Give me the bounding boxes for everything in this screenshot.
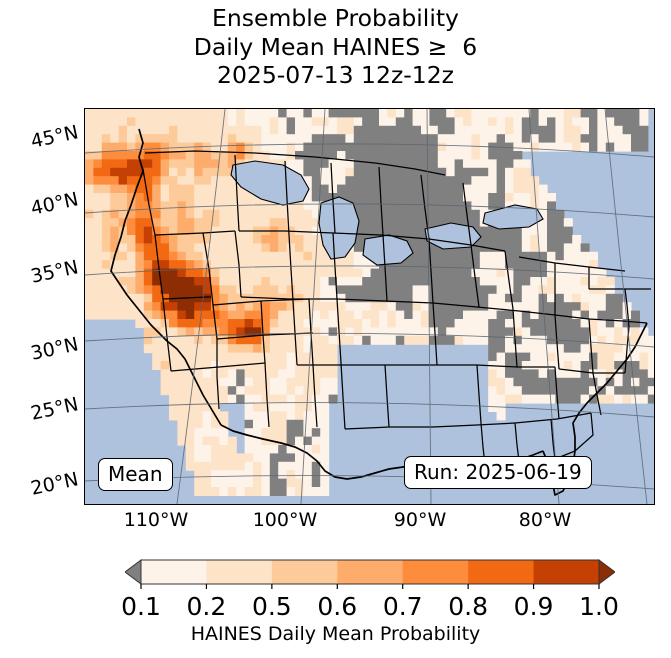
lon-tick-label: 80°W — [518, 509, 572, 531]
page-title: Ensemble Probability Daily Mean HAINES ≥… — [0, 4, 671, 90]
colorbar-title: HAINES Daily Mean Probability — [190, 623, 481, 645]
colorbar-tick-label: 0.1 — [121, 592, 161, 621]
lat-tick-label: 25°N — [28, 393, 81, 425]
run-date-label: Run: 2025-06-19 — [414, 460, 582, 484]
map-panel[interactable] — [84, 108, 655, 505]
lat-tick-label: 40°N — [28, 188, 81, 220]
lat-tick-label: 30°N — [28, 333, 81, 365]
colorbar[interactable] — [124, 558, 616, 590]
colorbar-tick-label: 0.2 — [186, 592, 227, 621]
great-lakes — [230, 160, 544, 266]
colorbar-graphic — [124, 559, 616, 589]
map-graphic — [85, 109, 654, 504]
title-line-1: Ensemble Probability — [212, 4, 459, 32]
run-date-box: Run: 2025-06-19 — [404, 456, 592, 489]
title-line-3: 2025-07-13 12z-12z — [217, 61, 454, 89]
colorbar-tick-label: 0.8 — [448, 592, 489, 621]
lat-tick-label: 35°N — [28, 256, 81, 288]
lon-tick-label: 90°W — [393, 509, 447, 531]
lon-tick-label: 100°W — [252, 509, 318, 531]
probability-raster — [85, 109, 654, 496]
lon-tick-label: 110°W — [123, 509, 189, 531]
title-line-2: Daily Mean HAINES ≥ 6 — [193, 32, 478, 61]
member-label-box: Mean — [98, 458, 173, 491]
lat-tick-label: 45°N — [28, 121, 81, 153]
map-canvas — [85, 109, 654, 504]
colorbar-tick-label: 0.5 — [251, 592, 292, 621]
colorbar-tick-label: 0.7 — [382, 592, 423, 621]
member-label: Mean — [108, 462, 163, 486]
colorbar-tick-label: 0.6 — [317, 592, 358, 621]
state-boundaries — [142, 150, 651, 466]
lat-tick-label: 20°N — [28, 468, 81, 500]
colorbar-tick-label: 0.9 — [513, 592, 554, 621]
colorbar-tick-labels: 0.1 0.2 0.5 0.6 0.7 0.8 0.9 1.0 — [0, 592, 671, 622]
colorbar-tick-label: 1.0 — [579, 592, 619, 621]
